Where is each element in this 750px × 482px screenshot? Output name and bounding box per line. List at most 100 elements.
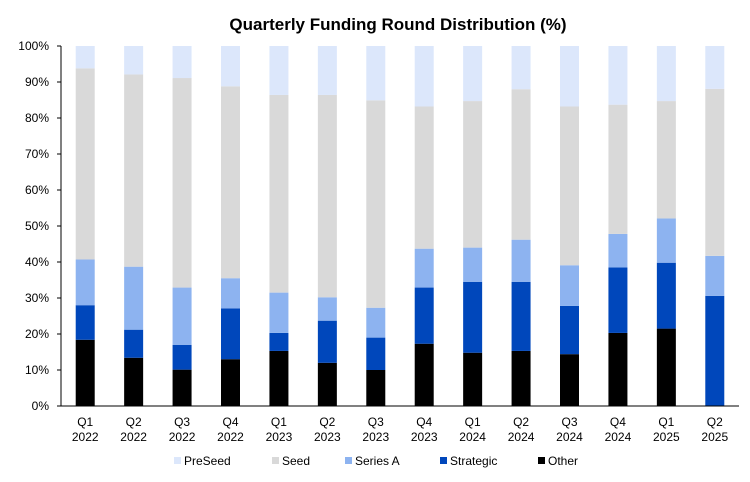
x-tick-label: Q3 2023 <box>362 415 389 444</box>
y-tick-label: 0% <box>32 399 50 413</box>
legend-swatch <box>538 457 545 464</box>
bar-segment-other <box>366 370 386 406</box>
bar-segment-other <box>608 332 628 406</box>
bar-segment-other <box>511 350 531 406</box>
x-axis: Q1 2022 Q2 2022 Q3 2022 Q4 2022 Q1 2023 Q2 2023 Q3 20… <box>61 405 739 444</box>
bar-segment-seed <box>414 106 434 249</box>
legend-swatch <box>272 457 279 464</box>
x-tick-label: Q2 2023 <box>314 415 341 444</box>
bar-segment-strategic <box>414 287 434 344</box>
bar-segment-strategic <box>705 295 725 406</box>
bars <box>75 46 725 406</box>
legend-label: PreSeed <box>184 454 231 468</box>
bar-segment-preseed <box>221 46 240 87</box>
y-tick-label: 50% <box>25 219 49 233</box>
bar-segment-other <box>269 350 289 406</box>
bar-segment-seed <box>705 88 725 256</box>
bar-segment-preseed <box>269 46 289 95</box>
chart-title: Quarterly Funding Round Distribution (%) <box>229 15 566 34</box>
legend: PreSeed Seed Series A Strategic Other <box>174 454 578 468</box>
legend-label: Series A <box>355 454 400 468</box>
bar-segment-strategic <box>317 320 337 363</box>
bar-segment-strategic <box>560 305 579 355</box>
bar-segment-series-a <box>511 239 531 282</box>
bar-segment-series-a <box>656 218 676 263</box>
bar-segment-series-a <box>414 248 434 288</box>
bar-segment-preseed <box>608 46 628 105</box>
bar-segment-series-a <box>124 266 144 330</box>
bar-segment-preseed <box>366 46 386 101</box>
legend-swatch <box>440 457 447 464</box>
y-tick-label: 90% <box>25 75 49 89</box>
bar-segment-strategic <box>124 329 144 358</box>
bar-segment-preseed <box>172 46 192 79</box>
bar-segment-other <box>172 369 192 406</box>
bar-segment-other <box>75 339 95 406</box>
y-axis: 0% 10% 20% 30% 40% 50% 60% 70% 80% 90% 100% <box>18 39 62 413</box>
bar-segment-strategic <box>608 267 628 333</box>
legend-item-preseed: PreSeed <box>174 454 231 468</box>
bar-segment-preseed <box>124 46 144 75</box>
bar-segment-series-a <box>172 287 192 345</box>
bar-segment-preseed <box>656 46 676 102</box>
x-tick-label: Q4 2024 <box>605 415 632 444</box>
bar-segment-strategic <box>656 262 676 329</box>
bar-segment-series-a <box>221 278 240 309</box>
bar-segment-seed <box>221 86 240 279</box>
bar-segment-other <box>463 352 483 406</box>
y-tick-label: 10% <box>25 363 49 377</box>
bar-segment-seed <box>75 68 95 260</box>
x-tick-label: Q2 2024 <box>508 415 535 444</box>
bar-segment-series-a <box>75 259 95 306</box>
bar-segment-seed <box>463 101 483 248</box>
bar-segment-other <box>317 362 337 406</box>
x-tick-label: Q4 2022 <box>217 415 244 444</box>
bar-segment-strategic <box>366 337 386 370</box>
bar-segment-series-a <box>366 307 386 338</box>
bar-segment-seed <box>511 89 531 240</box>
bar-segment-series-a <box>463 247 483 282</box>
y-tick-label: 40% <box>25 255 49 269</box>
legend-item-strategic: Strategic <box>440 454 497 468</box>
bar-segment-other <box>560 354 579 406</box>
bar-segment-series-a <box>560 265 579 306</box>
legend-label: Strategic <box>450 454 497 468</box>
bar-segment-preseed <box>75 46 95 69</box>
bar-segment-seed <box>608 104 628 234</box>
bar-segment-seed <box>269 94 289 293</box>
bar-segment-seed <box>124 74 144 267</box>
bar-segment-strategic <box>269 332 289 351</box>
x-tick-label: Q3 2024 <box>556 415 583 444</box>
x-tick-label: Q1 2022 <box>72 415 99 444</box>
x-tick-label: Q4 2023 <box>411 415 438 444</box>
x-tick-label: Q1 2024 <box>459 415 486 444</box>
bar-segment-other <box>656 328 676 406</box>
legend-swatch <box>345 457 352 464</box>
x-tick-label: Q2 2025 <box>701 415 728 444</box>
bar-segment-seed <box>366 100 386 308</box>
bar-segment-other <box>414 343 434 406</box>
bar-segment-other <box>221 359 240 406</box>
y-tick-label: 70% <box>25 147 49 161</box>
bar-segment-series-a <box>269 292 289 333</box>
y-tick-label: 60% <box>25 183 49 197</box>
legend-item-other: Other <box>538 454 578 468</box>
bar-segment-preseed <box>511 46 531 90</box>
bar-segment-series-a <box>317 297 337 321</box>
legend-label: Other <box>548 454 578 468</box>
bar-segment-seed <box>317 94 337 298</box>
legend-label: Seed <box>282 454 310 468</box>
x-tick-label: Q1 2025 <box>653 415 680 444</box>
bar-segment-strategic <box>511 281 531 351</box>
bar-segment-seed <box>172 78 192 288</box>
bar-segment-strategic <box>75 305 95 340</box>
bar-segment-preseed <box>705 46 725 89</box>
bar-segment-preseed <box>463 46 483 102</box>
bar-segment-preseed <box>414 46 434 107</box>
x-tick-label: Q2 2022 <box>120 415 147 444</box>
legend-item-seed: Seed <box>272 454 310 468</box>
bar-segment-preseed <box>317 46 337 95</box>
bar-segment-seed <box>656 101 676 219</box>
y-tick-label: 80% <box>25 111 49 125</box>
